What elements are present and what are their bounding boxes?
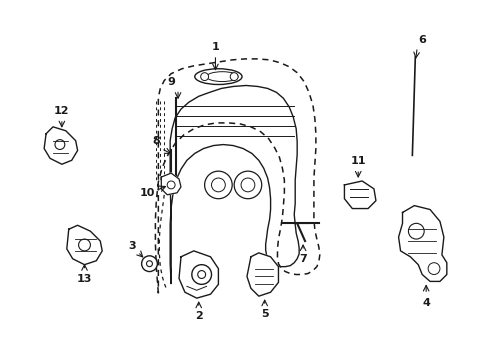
Circle shape <box>200 73 208 81</box>
Circle shape <box>211 178 225 192</box>
Polygon shape <box>344 181 375 208</box>
Text: 12: 12 <box>54 106 69 116</box>
Polygon shape <box>398 206 446 282</box>
Polygon shape <box>161 173 181 195</box>
Text: 9: 9 <box>167 77 175 86</box>
Text: 6: 6 <box>417 35 425 45</box>
Text: 7: 7 <box>299 254 306 264</box>
Polygon shape <box>67 225 102 265</box>
Circle shape <box>241 178 254 192</box>
Circle shape <box>197 271 205 278</box>
Polygon shape <box>44 127 78 164</box>
Circle shape <box>142 256 157 271</box>
Polygon shape <box>246 253 278 296</box>
Circle shape <box>146 261 152 267</box>
Ellipse shape <box>206 72 238 82</box>
Circle shape <box>407 223 423 239</box>
Ellipse shape <box>194 69 242 85</box>
Text: 1: 1 <box>211 42 219 52</box>
Text: 2: 2 <box>194 311 202 321</box>
Text: 4: 4 <box>421 298 429 308</box>
Circle shape <box>230 73 238 81</box>
Circle shape <box>191 265 211 284</box>
Circle shape <box>79 239 90 251</box>
Text: 13: 13 <box>77 274 92 284</box>
Text: 8: 8 <box>152 136 160 145</box>
Circle shape <box>234 171 261 199</box>
Circle shape <box>55 140 65 149</box>
Polygon shape <box>179 251 218 298</box>
Text: 5: 5 <box>260 309 268 319</box>
Text: 3: 3 <box>128 241 135 251</box>
Text: 10: 10 <box>140 188 155 198</box>
Text: 11: 11 <box>350 156 365 166</box>
Circle shape <box>204 171 232 199</box>
Circle shape <box>167 181 175 189</box>
Circle shape <box>427 263 439 275</box>
